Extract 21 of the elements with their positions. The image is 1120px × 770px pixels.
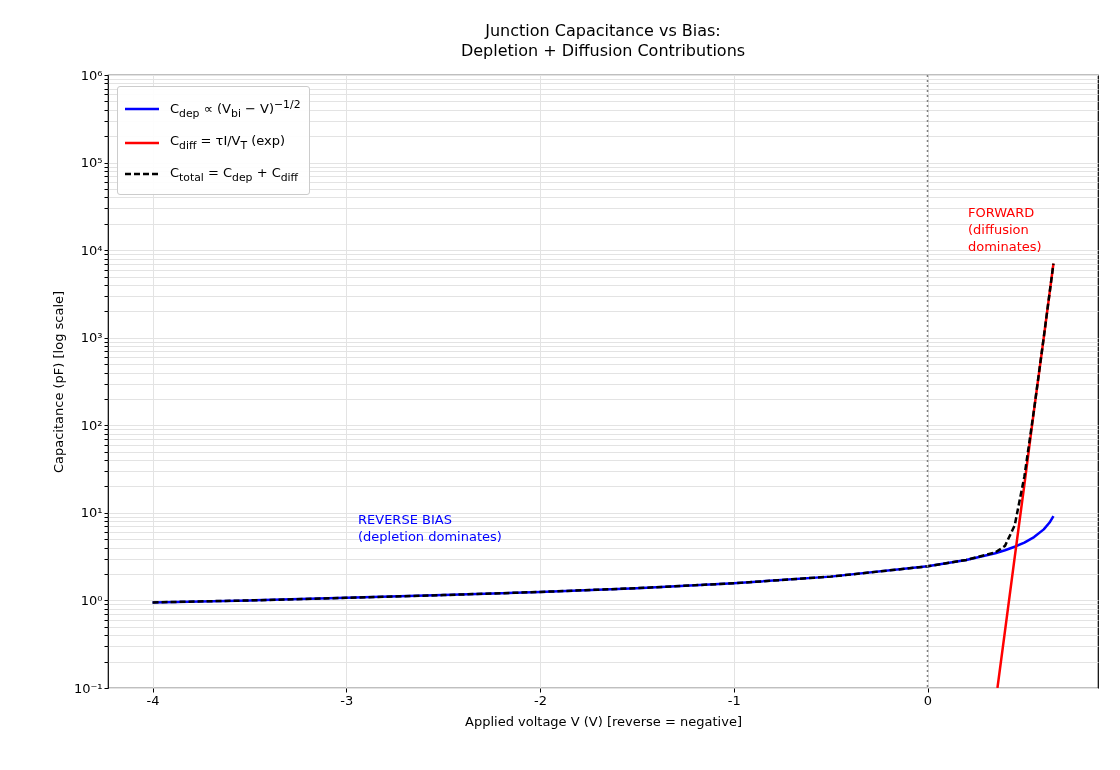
y-tick-label: 10³: [80, 330, 103, 346]
annotation: FORWARD (diffusion dominates): [968, 205, 1042, 254]
x-tick-label: 0: [923, 692, 933, 708]
y-tick-label: 10⁻¹: [73, 680, 103, 696]
legend-label: C$_{total}$ = C$_{dep}$ + C$_{diff}$: [170, 163, 299, 186]
chart-title: Junction Capacitance vs Bias: Depletion + Diffusion Contributions: [460, 21, 746, 60]
y-tick-label: 10⁰: [80, 592, 103, 608]
x-tick-label: -2: [534, 692, 548, 708]
x-tick-label: -1: [727, 692, 741, 708]
x-tick-label: -4: [146, 692, 160, 708]
y-tick-label: 10⁴: [80, 242, 103, 258]
x-tick-label: -3: [340, 692, 354, 708]
y-tick-label: 10¹: [80, 505, 103, 521]
legend-label: C$_{dep}$ ∝ (V$_{bi}$ − V)$^{−1/2}$: [170, 97, 301, 122]
y-axis-title: Capacitance (pF) [log scale]: [50, 290, 66, 474]
x-axis-title: Applied voltage V (V) [reverse = negative]: [465, 713, 742, 729]
y-tick-label: 10²: [80, 417, 103, 433]
legend-label: C$_{diff}$ = τI/V$_{T}$ (exp): [170, 131, 286, 154]
y-tick-label: 10⁶: [80, 67, 103, 83]
y-tick-label: 10⁵: [80, 155, 103, 171]
annotation: REVERSE BIAS (depletion dominates): [358, 512, 502, 544]
